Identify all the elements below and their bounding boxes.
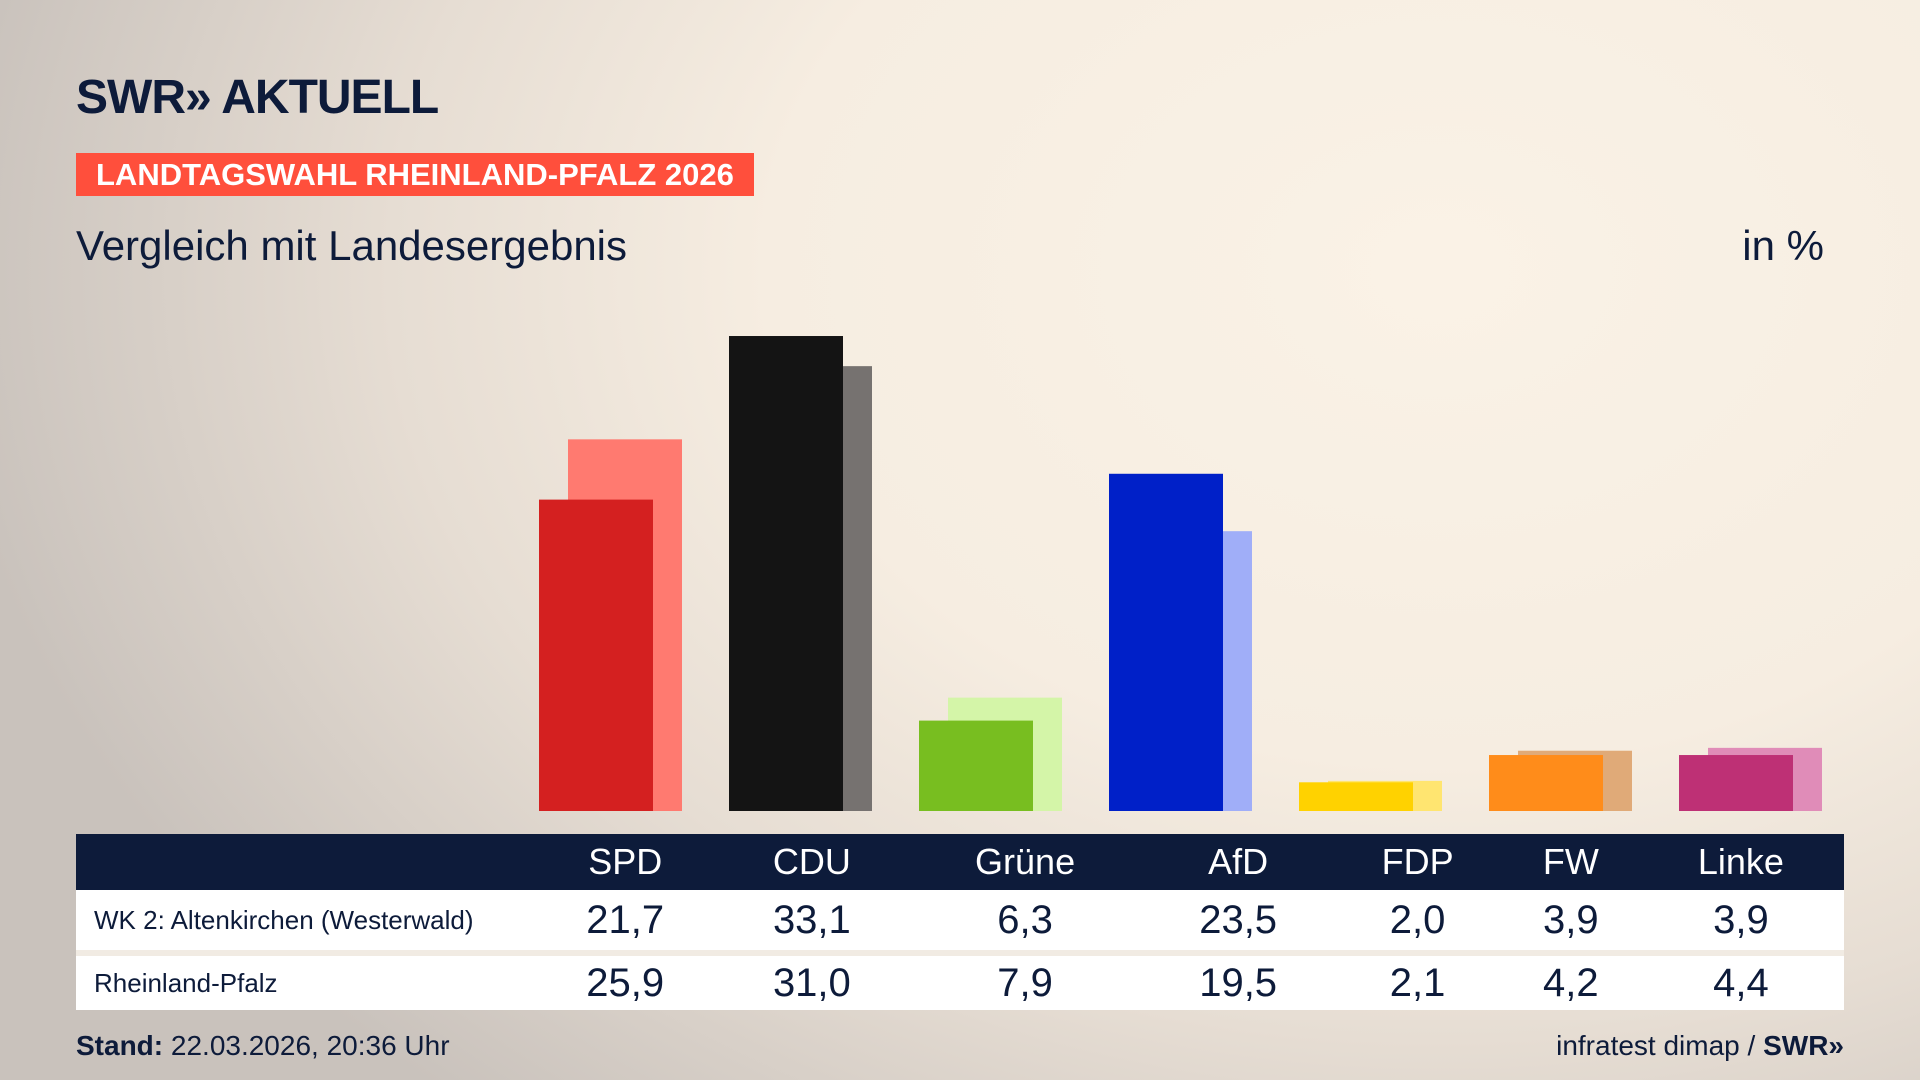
bar-wk-afd	[1109, 473, 1223, 811]
stand-value: 22.03.2026, 20:36 Uhr	[163, 1030, 450, 1061]
bar-wk-grüne	[919, 720, 1033, 811]
stand-label: Stand:	[76, 1030, 164, 1061]
election-banner: LANDTAGSWAHL RHEINLAND-PFALZ 2026	[76, 153, 754, 196]
bar-wk-fw	[1489, 755, 1603, 811]
value-cell: 2,1	[1331, 950, 1504, 1010]
swr-aktuell-logo: SWR» AKTUELL	[76, 71, 439, 124]
value-cell: 3,9	[1637, 890, 1844, 950]
chart-subtitle: Vergleich mit Landesergebnis	[76, 222, 628, 269]
results-table: SPD CDU Grüne AfD FDP FW Linke WK 2: Altenkirc…	[76, 834, 1844, 1010]
bar-wk-cdu	[729, 336, 843, 811]
row-label: WK 2: Altenkirchen (Westerwald)	[76, 890, 532, 950]
party-header: SPD	[532, 834, 719, 890]
value-cell: 7,9	[905, 950, 1145, 1010]
source: infratest dimap / SWR»	[1556, 1030, 1844, 1062]
value-cell: 4,4	[1637, 950, 1844, 1010]
timestamp: Stand: 22.03.2026, 20:36 Uhr	[76, 1030, 450, 1062]
bar-wk-linke	[1679, 755, 1793, 811]
value-cell: 21,7	[532, 890, 719, 950]
unit-label: in %	[1742, 222, 1824, 269]
value-cell: 6,3	[905, 890, 1145, 950]
party-header: FW	[1503, 834, 1638, 890]
bar-wk-fdp	[1299, 782, 1413, 811]
party-header: AfD	[1144, 834, 1332, 890]
party-header: CDU	[718, 834, 906, 890]
value-cell: 31,0	[718, 950, 906, 1010]
row-label: Rheinland-Pfalz	[76, 950, 532, 1010]
bar-chart	[539, 336, 1822, 811]
party-header: Linke	[1637, 834, 1844, 890]
header-blank	[76, 834, 532, 890]
value-cell: 33,1	[718, 890, 906, 950]
party-header: Grüne	[905, 834, 1145, 890]
bar-wk-spd	[539, 499, 653, 811]
value-cell: 4,2	[1503, 950, 1638, 1010]
value-cell: 3,9	[1503, 890, 1638, 950]
party-header: FDP	[1331, 834, 1504, 890]
value-cell: 2,0	[1331, 890, 1504, 950]
source-text: infratest dimap /	[1556, 1030, 1764, 1061]
value-cell: 19,5	[1144, 950, 1332, 1010]
swr-logo: SWR»	[1763, 1030, 1844, 1061]
value-cell: 23,5	[1144, 890, 1332, 950]
value-cell: 25,9	[532, 950, 719, 1010]
